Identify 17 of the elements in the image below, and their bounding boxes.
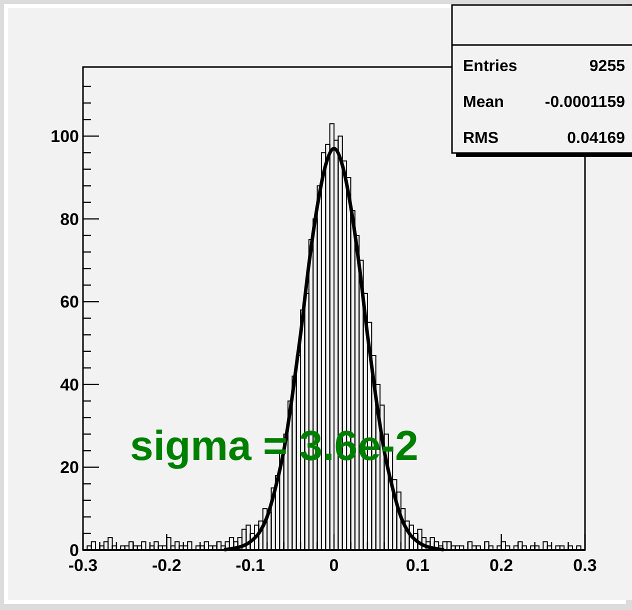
- x-tick-label: 0.3: [573, 556, 597, 575]
- annotation: -0.0001159: [544, 94, 626, 111]
- x-tick-label: -0.1: [236, 556, 265, 575]
- x-tick-label: 0.2: [490, 556, 514, 575]
- annotation: RMS: [463, 130, 499, 147]
- y-tick-label: 40: [60, 375, 79, 394]
- y-tick-label: 80: [60, 210, 79, 229]
- annotation: 0.04169: [567, 130, 626, 147]
- y-tick-label: 60: [60, 292, 79, 312]
- x-tick-label: 0: [329, 556, 339, 575]
- x-tick-label: 0.1: [406, 556, 430, 575]
- y-tick-label: 100: [50, 127, 79, 146]
- y-tick-label: 20: [60, 458, 79, 478]
- x-tick-label: -0.2: [152, 556, 182, 575]
- text: 9255: [589, 58, 625, 75]
- annotation: Mean: [463, 94, 504, 111]
- annotation: Entries: [463, 58, 518, 75]
